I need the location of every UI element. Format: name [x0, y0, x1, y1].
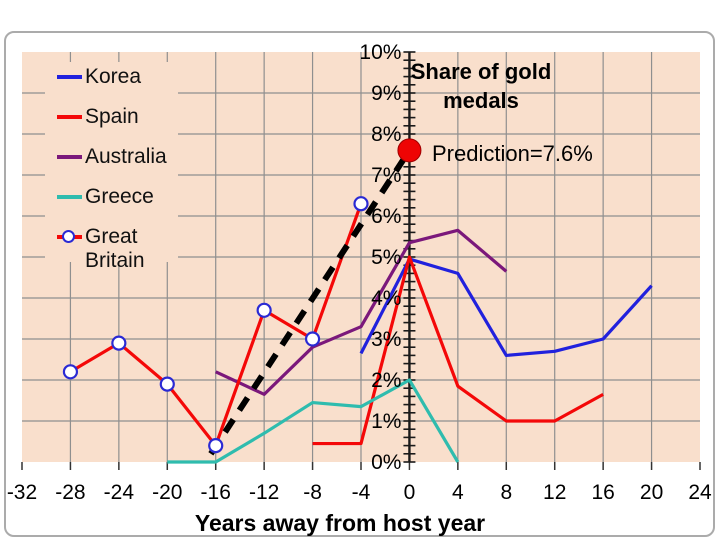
gb-marker--16: [208, 438, 224, 454]
series-line-greece: [167, 378, 460, 464]
legend-item-greece: Greece: [57, 185, 178, 209]
gb-marker--24: [111, 335, 127, 351]
y-tick-label-8: 8%: [371, 123, 401, 146]
legend-label: Greece: [85, 185, 154, 208]
y-tick-label-0: 0%: [371, 451, 401, 474]
series-line-australia: [215, 228, 508, 396]
y-tick-label-1: 1%: [371, 410, 401, 433]
chart-title: Share of gold medals: [410, 59, 552, 114]
circle-marker-icon: [62, 230, 75, 243]
x-tick-label--8: -8: [303, 481, 322, 504]
legend-label: Great Britain: [85, 225, 145, 272]
y-tick-label-5: 5%: [371, 246, 401, 269]
y-tick-label-3: 3%: [371, 328, 401, 351]
legend-item-spain: Spain: [57, 105, 178, 129]
legend-item-great-britain: Great Britain: [57, 225, 178, 273]
y-tick-label-4: 4%: [371, 287, 401, 310]
prediction-annotation: Prediction=7.6%: [432, 141, 593, 166]
y-tick-label-2: 2%: [371, 369, 401, 392]
y-tick-label-7: 7%: [371, 164, 401, 187]
legend: Korea Spain Australia Greece Great Brita…: [45, 62, 178, 272]
x-tick-label--4: -4: [352, 481, 371, 504]
x-tick-label-16: 16: [591, 481, 614, 504]
y-tick-label-6: 6%: [371, 205, 401, 228]
gb-marker--28: [62, 364, 79, 380]
legend-label: Spain: [85, 105, 139, 128]
y-tick-label-9: 9%: [371, 82, 401, 105]
legend-label: Korea: [85, 65, 142, 88]
x-axis-title: Years away from host year: [194, 510, 486, 536]
legend-label: Australia: [85, 145, 167, 168]
trend-dashed-line: [208, 148, 412, 456]
x-tick-label-0: 0: [404, 481, 416, 504]
australia-line-swatch: [57, 155, 82, 159]
prediction-dot: [397, 138, 422, 163]
korea-line-swatch: [57, 75, 82, 79]
x-tick-label--12: -12: [249, 481, 279, 504]
x-tick-label-12: 12: [543, 481, 566, 504]
series-line-spain: [312, 255, 604, 446]
spain-line-swatch: [57, 115, 82, 119]
x-tick-label-24: 24: [688, 481, 712, 504]
gb-marker--12: [256, 302, 272, 318]
gb-marker--4: [353, 196, 369, 212]
x-tick-label--24: -24: [104, 481, 135, 504]
x-tick-label-4: 4: [452, 481, 464, 504]
x-tick-label--20: -20: [152, 481, 182, 504]
great-britain-line-swatch: [57, 230, 82, 243]
x-tick-label-20: 20: [640, 481, 663, 504]
x-tick-label--28: -28: [55, 481, 85, 504]
y-tick-label-10: 10%: [359, 41, 401, 64]
x-tick-label-8: 8: [500, 481, 512, 504]
x-tick-label--16: -16: [201, 481, 231, 504]
greece-line-swatch: [57, 195, 82, 199]
gb-marker--20: [159, 376, 175, 392]
x-tick-label--32: -32: [7, 481, 37, 504]
legend-item-australia: Australia: [57, 145, 178, 169]
gb-marker--8: [304, 331, 321, 347]
legend-item-korea: Korea: [57, 65, 178, 89]
